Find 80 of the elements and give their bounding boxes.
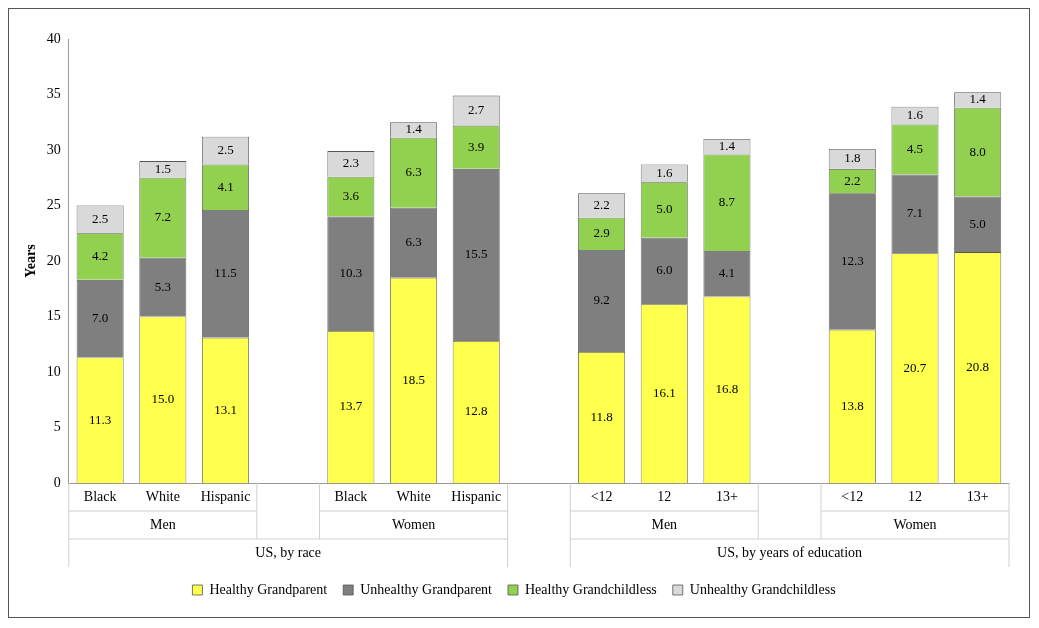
text: Men: [149, 516, 176, 532]
y-tick-label: 30: [46, 141, 61, 157]
data-label: 1.4: [969, 91, 987, 107]
y-tick-label: 25: [46, 197, 61, 213]
data-label: 7.0: [92, 310, 109, 326]
data-label: 1.6: [656, 164, 673, 180]
y-tick-label: 10: [46, 363, 61, 379]
data-label: 9.2: [593, 292, 610, 308]
data-label: 2.5: [217, 141, 234, 157]
data-label: 1.6: [906, 107, 924, 123]
legend-label: Unhealthy Grandchildless: [689, 581, 836, 597]
data-label: 6.3: [405, 234, 422, 250]
data-label: 5.3: [154, 278, 171, 294]
data-label: 15.5: [464, 246, 488, 262]
data-label: 13.1: [214, 401, 237, 417]
data-label: 2.3: [342, 155, 359, 171]
data-label: 3.6: [342, 188, 360, 204]
data-label: 1.8: [844, 150, 861, 166]
data-label: 4.5: [906, 140, 924, 156]
x-tick-label: <12: [841, 489, 864, 505]
data-label: 6.3: [405, 164, 422, 180]
data-label: 12.3: [840, 252, 864, 268]
y-tick-label: 20: [46, 252, 61, 268]
data-label: 20.8: [966, 358, 990, 374]
data-label: 12.8: [464, 403, 488, 419]
data-label: 11.3: [89, 411, 112, 427]
data-label: 13.8: [840, 397, 864, 413]
data-label: 10.3: [339, 265, 363, 281]
text: Men: [651, 516, 678, 532]
x-tick-label: 12: [657, 489, 672, 505]
data-label: 13.7: [339, 398, 363, 414]
data-label: 2.7: [468, 102, 485, 118]
data-label: 5.0: [656, 201, 673, 217]
text: US, by race: [255, 544, 322, 560]
data-label: 20.7: [903, 359, 927, 375]
data-label: 1.4: [718, 138, 736, 154]
x-tick-label: Black: [334, 489, 368, 505]
x-tick-label: White: [145, 489, 180, 505]
y-tick-label: 35: [46, 86, 61, 102]
data-label: 16.8: [715, 381, 739, 397]
data-label: 1.5: [154, 160, 171, 176]
data-label: 6.0: [656, 262, 673, 278]
text: Women: [893, 516, 937, 532]
data-label: 18.5: [402, 371, 425, 387]
data-label: 5.0: [969, 215, 986, 231]
x-tick-label: Black: [83, 489, 117, 505]
y-tick-label: 40: [46, 30, 61, 46]
data-label: 11.5: [214, 265, 237, 281]
y-tick-label: 5: [53, 419, 61, 435]
x-tick-label: Hispanic: [451, 489, 502, 505]
data-label: 4.1: [217, 178, 234, 194]
x-tick-label: White: [396, 489, 431, 505]
data-label: 15.0: [151, 391, 175, 407]
text: Women: [391, 516, 436, 532]
x-tick-label: 13+: [966, 489, 989, 505]
x-tick-label: 12: [907, 489, 922, 505]
data-label: 4.2: [92, 247, 109, 263]
legend-label: Healthy Grandchildless: [524, 581, 657, 597]
data-label: 8.7: [718, 194, 736, 210]
data-label: 2.2: [593, 196, 610, 212]
legend-label: Healthy Grandparent: [209, 581, 328, 597]
data-label: 16.1: [652, 385, 676, 401]
y-tick-label: 0: [53, 474, 61, 490]
data-label: 8.0: [969, 143, 986, 159]
data-label: 1.4: [405, 121, 423, 137]
data-label: 7.1: [906, 205, 924, 221]
x-tick-label: Hispanic: [200, 489, 251, 505]
data-label: 7.2: [154, 209, 171, 225]
text: US, by years of education: [717, 544, 863, 560]
data-label: 2.9: [593, 225, 610, 241]
data-label: 11.8: [590, 408, 613, 424]
data-label: 4.1: [718, 265, 736, 281]
y-tick-label: 15: [46, 308, 61, 324]
x-tick-label: <12: [590, 489, 613, 505]
y-axis-title: Years: [23, 243, 39, 278]
x-tick-label: 13+: [715, 489, 738, 505]
data-label: 2.2: [844, 172, 861, 188]
data-label: 3.9: [468, 138, 485, 154]
legend-label: Unhealthy Grandparent: [360, 581, 493, 597]
data-label: 2.5: [92, 210, 109, 226]
